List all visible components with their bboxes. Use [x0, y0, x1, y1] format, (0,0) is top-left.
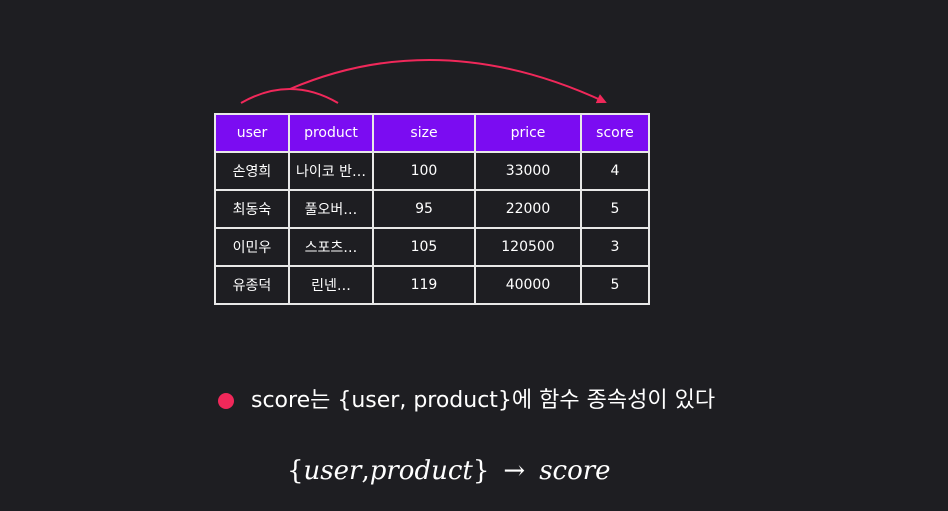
- cell-user: 최동숙: [214, 189, 290, 229]
- formula-arrow: →: [503, 456, 526, 486]
- cell-user: 이민우: [214, 227, 290, 267]
- column-header-size: size: [371, 113, 476, 153]
- formula-open-brace: {: [287, 456, 304, 486]
- cell-product: 스포츠…: [288, 227, 374, 267]
- dependency-arrow-to-score: [289, 59, 607, 104]
- cell-score: 4: [579, 151, 650, 191]
- formula-lhs-product: product: [369, 456, 473, 486]
- table-header-row: user product size price score: [214, 113, 650, 153]
- cell-price: 120500: [473, 227, 582, 267]
- cell-price: 33000: [473, 151, 582, 191]
- column-header-score: score: [579, 113, 650, 153]
- cell-product: 나이코 반…: [288, 151, 374, 191]
- cell-score: 5: [579, 265, 650, 305]
- cell-size: 95: [371, 189, 476, 229]
- functional-dependency-formula: {user,product} → score: [287, 454, 611, 488]
- bullet-dot: [218, 393, 234, 409]
- column-header-product: product: [288, 113, 374, 153]
- formula-comma: ,: [361, 456, 370, 486]
- cell-price: 40000: [473, 265, 582, 305]
- cell-score: 3: [579, 227, 650, 267]
- cell-price: 22000: [473, 189, 582, 229]
- cell-size: 105: [371, 227, 476, 267]
- formula-rhs-score: score: [539, 456, 611, 486]
- formula-close-brace: }: [472, 456, 490, 486]
- cell-product: 풀오버…: [288, 189, 374, 229]
- formula-lhs-user: user: [303, 456, 362, 486]
- table-row: 최동숙 풀오버… 95 22000 5: [214, 189, 650, 229]
- user-product-bracket-arc: [240, 88, 339, 104]
- cell-product: 린넨…: [288, 265, 374, 305]
- cell-user: 손영희: [214, 151, 290, 191]
- table-row: 유종덕 린넨… 119 40000 5: [214, 265, 650, 305]
- cell-size: 100: [371, 151, 476, 191]
- column-header-price: price: [473, 113, 582, 153]
- column-header-user: user: [214, 113, 290, 153]
- cell-size: 119: [371, 265, 476, 305]
- cell-user: 유종덕: [214, 265, 290, 305]
- dependency-statement: score는 {user, product}에 함수 종속성이 있다: [251, 388, 716, 413]
- relation-table: user product size price score 손영희 나이코 반……: [214, 113, 650, 305]
- table-row: 이민우 스포츠… 105 120500 3: [214, 227, 650, 267]
- cell-score: 5: [579, 189, 650, 229]
- table-row: 손영희 나이코 반… 100 33000 4: [214, 151, 650, 191]
